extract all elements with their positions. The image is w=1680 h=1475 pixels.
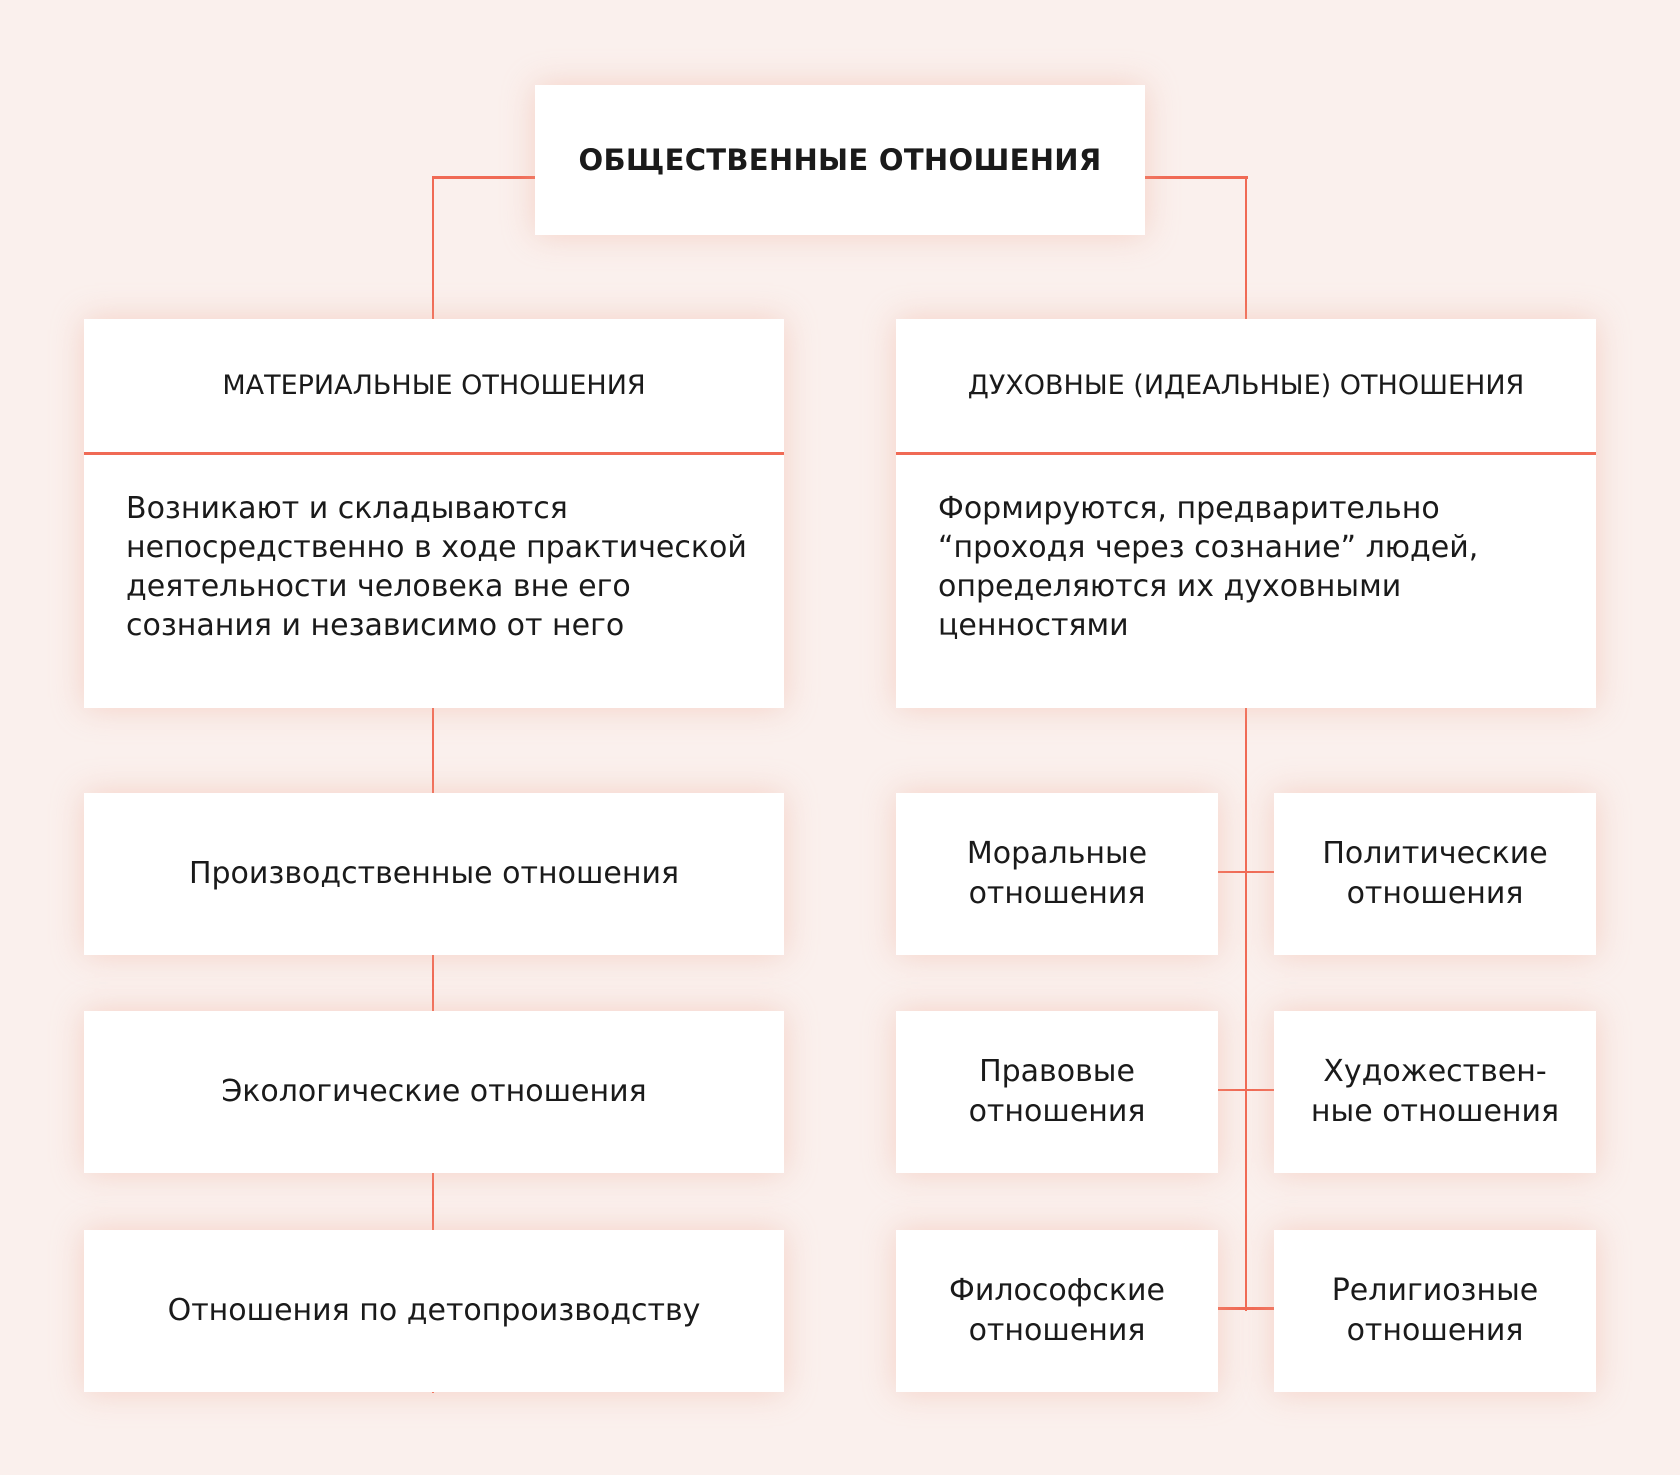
spiritual-box: ДУХОВНЫЕ (ИДЕАЛЬНЫЕ) ОТНОШЕНИЯ Формируют…	[896, 319, 1596, 708]
spiritual-item: Религиозные отношения	[1274, 1230, 1596, 1392]
root-box: ОБЩЕСТВЕННЫЕ ОТНОШЕНИЯ	[535, 85, 1145, 235]
root-title: ОБЩЕСТВЕННЫЕ ОТНОШЕНИЯ	[578, 143, 1102, 177]
spiritual-item: Философские отношения	[896, 1230, 1218, 1392]
material-header: МАТЕРИАЛЬНЫЕ ОТНОШЕНИЯ	[84, 319, 784, 455]
spiritual-item: Политические отношения	[1274, 793, 1596, 955]
material-item: Экологические отношения	[84, 1011, 784, 1173]
connector	[432, 176, 434, 320]
connector	[1218, 1307, 1274, 1310]
connector	[1218, 1089, 1274, 1091]
connector	[1218, 871, 1274, 873]
connector	[432, 176, 535, 179]
material-item: Производственные отношения	[84, 793, 784, 955]
connector	[1245, 708, 1247, 1311]
spiritual-item: Художествен-ные отношения	[1274, 1011, 1596, 1173]
spiritual-description: Формируются, предварительно “проходя чер…	[938, 491, 1479, 643]
spiritual-header: ДУХОВНЫЕ (ИДЕАЛЬНЫЕ) ОТНОШЕНИЯ	[896, 319, 1596, 455]
material-item: Отношения по детопроизводству	[84, 1230, 784, 1392]
connector	[1245, 176, 1247, 320]
spiritual-item: Моральные отношения	[896, 793, 1218, 955]
connector	[1145, 176, 1248, 179]
spiritual-item: Правовые отношения	[896, 1011, 1218, 1173]
material-box: МАТЕРИАЛЬНЫЕ ОТНОШЕНИЯ Возникают и склад…	[84, 319, 784, 708]
material-description: Возникают и складываются непосредственно…	[126, 491, 747, 643]
